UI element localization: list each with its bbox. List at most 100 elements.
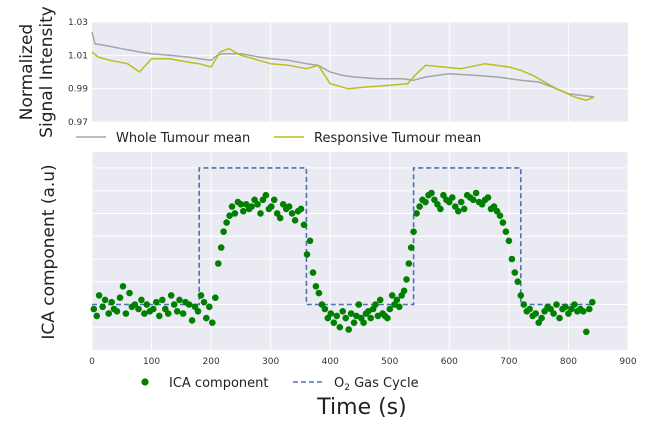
bottom-x-tick-label: 300 xyxy=(262,357,279,367)
ica-point xyxy=(384,314,391,322)
ica-point xyxy=(514,278,522,286)
bottom-x-tick-label: 0 xyxy=(89,357,95,367)
ica-point xyxy=(108,298,115,306)
ica-point xyxy=(372,301,379,308)
legend-label-o2-gas-cycle: O2 Gas Cycle xyxy=(334,376,419,393)
ica-point xyxy=(257,210,264,217)
ica-point xyxy=(360,319,367,327)
ica-point xyxy=(586,305,593,313)
ica-point xyxy=(300,221,308,229)
ica-point xyxy=(194,308,202,315)
ica-point xyxy=(217,244,225,251)
ica-point xyxy=(135,305,142,313)
ica-point xyxy=(428,189,435,197)
ica-point xyxy=(200,298,208,306)
ica-point xyxy=(285,203,293,210)
ica-point xyxy=(550,310,557,317)
bottom-y-label: ICA component (a.u) xyxy=(39,164,59,339)
ica-point xyxy=(330,319,338,327)
ica-point xyxy=(126,289,133,297)
ica-point xyxy=(119,283,127,290)
ica-point xyxy=(306,237,314,245)
ica-point xyxy=(583,328,590,336)
ica-point xyxy=(562,303,569,311)
bottom-series xyxy=(90,167,596,336)
x-axis-label: Time (s) xyxy=(316,395,406,420)
ica-point xyxy=(164,310,172,317)
ica-point xyxy=(553,301,560,308)
bottom-x-tick-label: 900 xyxy=(619,357,636,367)
ica-point xyxy=(254,201,261,208)
ica-point xyxy=(170,301,178,308)
ica-point xyxy=(215,260,222,267)
ica-point xyxy=(240,207,247,215)
top-y-ticks: 0.97 0.99 1.01 1.03 xyxy=(68,18,88,128)
ica-point xyxy=(347,310,355,317)
ica-point xyxy=(410,228,417,235)
ica-point xyxy=(367,314,375,322)
top-y-label-line1: Normalized xyxy=(17,24,37,120)
bottom-x-tick-label: 500 xyxy=(381,357,398,367)
ica-point xyxy=(455,207,462,215)
ica-point xyxy=(288,210,296,217)
ica-point xyxy=(396,303,403,311)
ica-point xyxy=(167,292,175,299)
ica-point xyxy=(248,203,255,210)
ica-point xyxy=(303,251,311,258)
ica-point xyxy=(276,214,284,222)
ica-point xyxy=(268,203,275,210)
ica-point xyxy=(99,303,106,311)
ica-point xyxy=(407,244,415,251)
ica-point xyxy=(206,303,213,311)
top-series xyxy=(91,31,595,102)
bottom-x-ticks: 0 100 200 300 400 500 600 700 800 900 xyxy=(89,357,637,367)
bottom-x-tick-label: 700 xyxy=(500,357,517,367)
ica-point xyxy=(188,317,196,324)
ica-point xyxy=(508,255,516,263)
ica-point xyxy=(422,198,429,206)
ica-point xyxy=(131,301,139,308)
ica-point xyxy=(342,314,350,322)
ica-point xyxy=(345,326,353,333)
top-y-tick-label: 0.97 xyxy=(68,118,88,128)
ica-point xyxy=(122,310,130,317)
ica-point xyxy=(291,217,299,224)
ica-point xyxy=(517,292,525,299)
ica-point xyxy=(141,310,148,317)
ica-point xyxy=(143,301,151,308)
top-grid xyxy=(92,21,628,123)
ica-point xyxy=(472,189,480,197)
ica-point xyxy=(403,276,410,283)
bottom-x-tick-label: 400 xyxy=(322,357,339,367)
ica-point xyxy=(457,198,465,206)
ica-point xyxy=(339,308,347,315)
top-y-tick-label: 0.99 xyxy=(68,85,88,95)
top-legend: Whole Tumour mean Responsive Tumour mean xyxy=(76,131,481,146)
ica-point xyxy=(203,314,210,322)
ica-point xyxy=(505,237,513,245)
ica-point xyxy=(532,310,539,317)
ica-point xyxy=(499,219,507,226)
ica-point xyxy=(309,269,317,276)
ica-point xyxy=(386,305,394,313)
ica-point xyxy=(185,301,193,308)
ica-point xyxy=(469,196,477,204)
legend-marker-ica-component xyxy=(141,378,149,386)
ica-point xyxy=(237,201,245,208)
top-chart: 0.97 0.99 1.01 1.03 Normalized Signal Inten… xyxy=(17,6,628,146)
bottom-chart: 0 100 200 300 400 500 600 700 800 900 ICA compone… xyxy=(39,152,637,420)
ica-point xyxy=(209,319,216,327)
ica-point xyxy=(315,289,323,297)
legend-label-ica-component: ICA component xyxy=(169,376,268,391)
ica-point xyxy=(116,294,124,302)
ica-point xyxy=(159,296,166,304)
ica-point xyxy=(176,296,183,304)
series-line-o2-gas-cycle xyxy=(92,167,595,306)
ica-point xyxy=(526,305,533,313)
ica-point xyxy=(538,314,545,322)
series-line-responsive-tumour xyxy=(91,47,595,102)
ica-point xyxy=(413,210,420,217)
bottom-x-tick-label: 200 xyxy=(203,357,220,367)
ica-point xyxy=(437,205,444,213)
